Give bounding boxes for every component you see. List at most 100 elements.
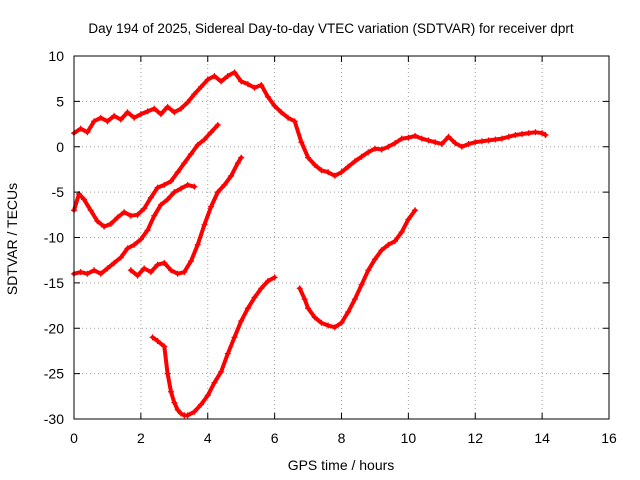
x-tick-label: 12	[467, 430, 483, 446]
data-point	[218, 78, 225, 85]
data-point	[378, 146, 385, 153]
data-point	[285, 114, 291, 121]
data-point	[101, 223, 108, 230]
data-point	[291, 118, 298, 125]
data-point	[405, 216, 412, 223]
data-point	[398, 135, 405, 142]
data-point	[412, 207, 419, 214]
data-point	[224, 72, 231, 79]
data-point	[311, 314, 318, 321]
x-tick-label: 2	[137, 430, 145, 446]
y-tick-label: 5	[56, 93, 64, 109]
data-point	[224, 350, 231, 357]
data-point	[345, 308, 352, 315]
y-tick-label: 0	[56, 139, 64, 155]
data-point	[161, 343, 168, 350]
data-point	[298, 139, 305, 146]
x-tick-label: 16	[601, 430, 617, 446]
y-tick-label: -5	[52, 184, 65, 200]
data-point	[452, 140, 459, 147]
data-point	[405, 134, 412, 141]
series-line	[72, 182, 197, 276]
data-point	[525, 130, 532, 137]
data-point	[144, 227, 151, 234]
x-tick-label: 6	[271, 430, 279, 446]
y-tick-label: -20	[44, 320, 64, 336]
data-point	[91, 118, 98, 125]
data-point	[184, 412, 191, 419]
data-point	[131, 241, 138, 248]
data-point	[296, 285, 303, 292]
data-point	[201, 221, 208, 228]
data-point	[365, 149, 372, 156]
chart-title: Day 194 of 2025, Sidereal Day-to-day VTE…	[88, 21, 573, 36]
data-point	[238, 78, 245, 85]
data-point	[264, 93, 271, 100]
data-point	[174, 270, 181, 277]
data-point	[178, 105, 184, 112]
data-point	[127, 267, 134, 274]
data-point	[137, 111, 144, 118]
data-point	[499, 135, 505, 142]
data-point	[351, 296, 358, 303]
data-point	[147, 268, 154, 275]
series-line	[128, 155, 244, 278]
data-point	[331, 324, 338, 331]
data-point	[131, 114, 138, 121]
data-point	[137, 236, 144, 243]
data-point	[191, 408, 198, 415]
data-point	[519, 131, 526, 138]
x-axis-label: GPS time / hours	[288, 457, 395, 473]
data-point	[385, 241, 392, 248]
data-point	[201, 136, 208, 143]
data-point	[154, 337, 161, 344]
data-point	[271, 102, 278, 109]
data-point	[121, 209, 128, 216]
data-point	[385, 143, 392, 150]
data-point	[164, 103, 171, 110]
data-point	[91, 267, 98, 274]
data-point	[171, 109, 178, 116]
data-point	[198, 83, 205, 90]
data-point	[218, 368, 225, 375]
data-point	[264, 278, 271, 285]
data-point	[167, 178, 174, 185]
data-point	[214, 189, 221, 196]
data-point	[418, 135, 425, 142]
data-point	[532, 129, 539, 136]
data-point	[124, 245, 131, 252]
data-point	[271, 274, 278, 281]
data-point	[338, 319, 345, 326]
data-point	[214, 121, 221, 128]
x-tick-label: 0	[70, 430, 78, 446]
data-point	[358, 281, 365, 288]
series-track-d	[127, 154, 245, 279]
series-track-b	[71, 121, 221, 230]
data-point	[117, 254, 124, 261]
data-point	[181, 160, 188, 167]
data-point	[365, 267, 372, 274]
data-point	[81, 196, 88, 203]
data-point	[244, 81, 251, 88]
data-point	[305, 305, 312, 312]
data-point	[94, 218, 101, 225]
series-track-c	[71, 181, 198, 277]
data-point	[305, 154, 312, 161]
data-point	[338, 169, 345, 176]
x-tick-label: 14	[534, 430, 550, 446]
data-point	[345, 163, 352, 170]
data-point	[124, 109, 131, 116]
data-point	[251, 84, 258, 91]
data-point	[438, 141, 445, 148]
data-point	[188, 258, 195, 265]
series-line	[297, 208, 418, 330]
series-track-f	[296, 207, 419, 331]
data-point	[151, 105, 158, 112]
data-point	[318, 319, 325, 326]
y-tick-label: -10	[44, 230, 64, 246]
data-point	[167, 267, 174, 274]
data-point	[87, 207, 94, 214]
data-point	[178, 185, 184, 192]
data-point	[208, 129, 215, 136]
data-point	[161, 181, 168, 188]
